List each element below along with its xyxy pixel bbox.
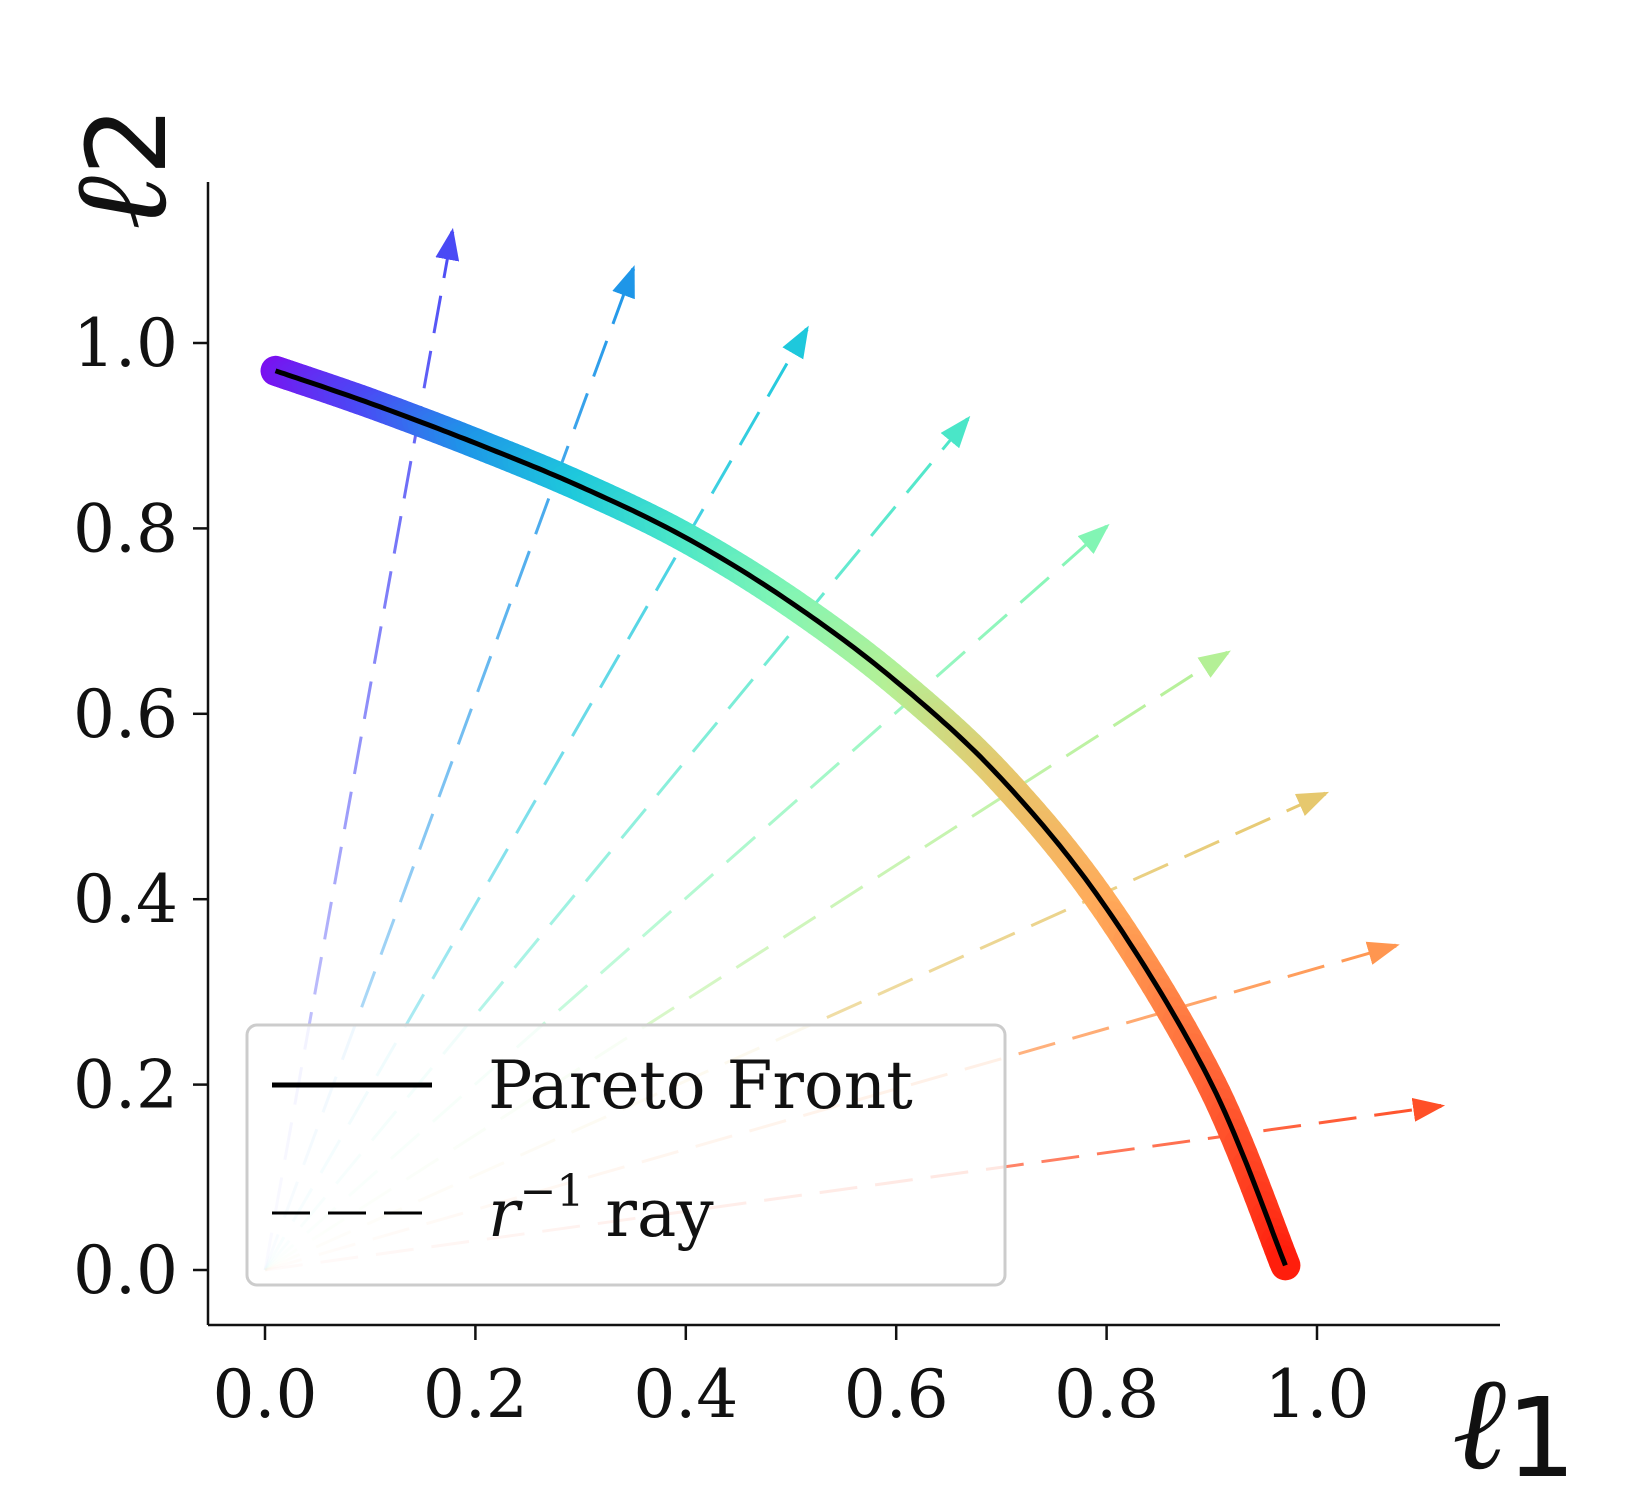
y-tick-label: 0.4	[73, 861, 178, 938]
x-axis-label: ℓ1	[1452, 1347, 1576, 1500]
x-tick-label: 0.8	[1054, 1356, 1159, 1433]
pareto-front-line	[274, 368, 1288, 1267]
y-tick-label: 0.8	[73, 490, 178, 567]
legend-label-pareto-front: Pareto Front	[488, 1047, 913, 1124]
x-tick-label: 1.0	[1265, 1356, 1370, 1433]
pareto-front-layer	[260, 355, 1301, 1281]
legend-ray-superscript: −1	[520, 1166, 585, 1217]
ray-arrowhead-0	[435, 227, 460, 262]
y-tick-label: 1.0	[73, 305, 178, 382]
ray-arrowhead-7	[1365, 941, 1400, 965]
legend: Pareto Front r−1 ray	[245, 1023, 1007, 1287]
ray-arrowhead-2	[782, 325, 809, 360]
x-tick-label: 0.4	[633, 1356, 738, 1433]
ray-arrowhead-4	[1077, 523, 1110, 555]
x-ticks: 0.0 0.2 0.4 0.6 0.8 1.0	[213, 1325, 1370, 1433]
ray-arrowhead-8	[1411, 1097, 1446, 1122]
y-tick-label: 0.2	[73, 1047, 178, 1124]
legend-ray-suffix: ray	[584, 1175, 714, 1252]
ray-arrowhead-3	[940, 415, 971, 449]
ray-arrowhead-1	[612, 265, 636, 300]
y-tick-label: 0.6	[73, 676, 178, 753]
y-axis-label-symbol: ℓ	[44, 176, 196, 230]
x-tick-label: 0.0	[213, 1356, 318, 1433]
legend-ray-symbol: r	[488, 1175, 523, 1252]
ray-arrowhead-5	[1197, 650, 1231, 678]
x-tick-label: 0.2	[423, 1356, 528, 1433]
y-ticks: 0.0 0.2 0.4 0.6 0.8 1.0	[73, 305, 208, 1309]
y-tick-label: 0.0	[73, 1232, 178, 1309]
x-axis-label-subscript: 1	[1506, 1374, 1576, 1500]
ray-arrowhead-6	[1294, 791, 1330, 816]
x-axis-label-symbol: ℓ	[1452, 1347, 1506, 1499]
legend-label-ray: r−1 ray	[488, 1166, 714, 1252]
x-tick-label: 0.6	[844, 1356, 949, 1433]
legend-box	[245, 1023, 1007, 1287]
y-axis-label-subscript: 2	[63, 106, 191, 176]
y-axis-label: ℓ2	[44, 106, 196, 230]
